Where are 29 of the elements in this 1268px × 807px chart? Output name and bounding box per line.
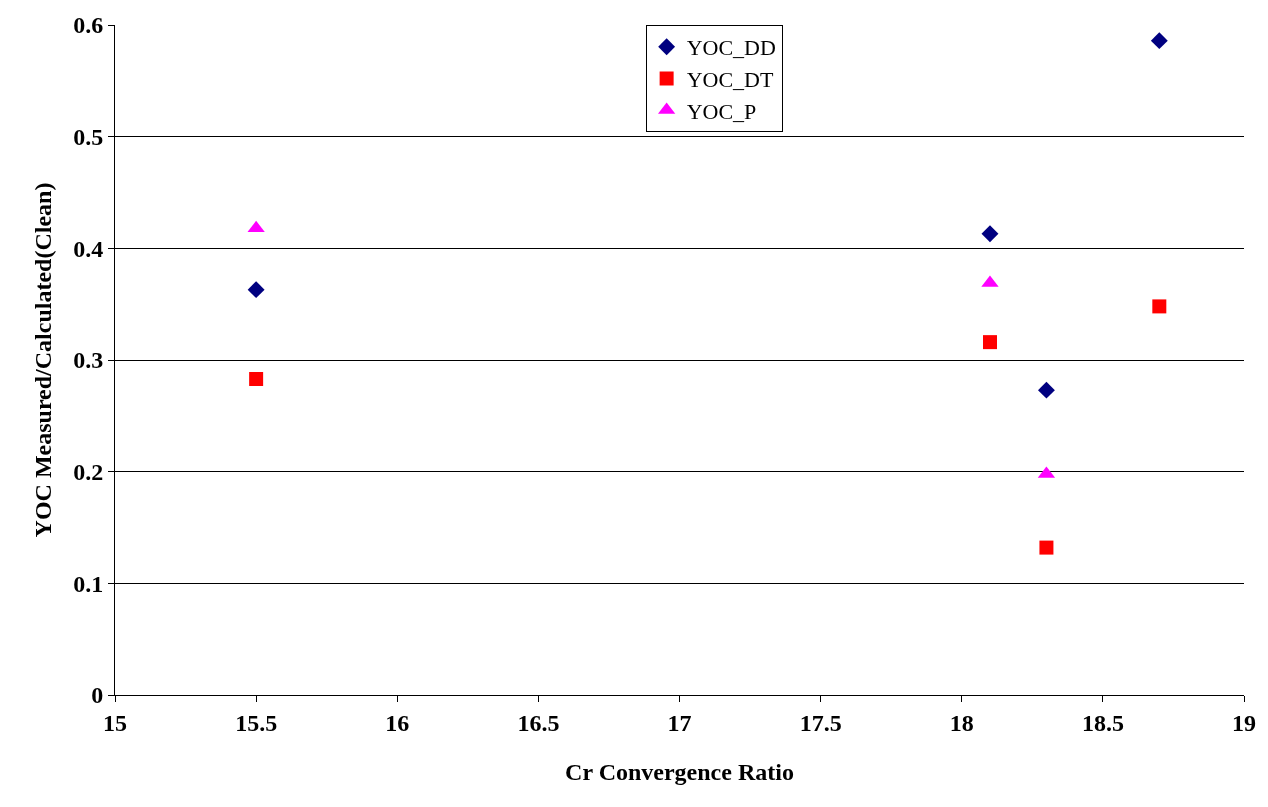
x-tick-label: 17.5	[799, 709, 842, 736]
x-tick-label: 16	[385, 709, 410, 736]
legend-label: YOC_DD	[686, 35, 776, 61]
y-tick-label: 0.6	[73, 12, 104, 39]
point	[1039, 540, 1054, 555]
point	[249, 371, 264, 386]
x-tick-label: 15.5	[235, 709, 278, 736]
y-tick-label: 0.2	[73, 459, 104, 486]
legend-label: YOC_P	[686, 98, 757, 124]
x-tick-label: 18	[949, 709, 974, 736]
x-tick-label: 17	[667, 709, 692, 736]
point	[981, 225, 999, 243]
point	[247, 281, 265, 299]
y-tick-label: 0.4	[73, 235, 104, 262]
point	[982, 335, 997, 350]
y-tick-label: 0	[91, 682, 104, 709]
point	[1152, 299, 1167, 314]
x-tick-label: 16.5	[517, 709, 560, 736]
point	[1037, 381, 1055, 399]
y-tick-label: 0.1	[73, 570, 104, 597]
x-tick-label: 18.5	[1081, 709, 1124, 736]
x-tick-label: 19	[1232, 709, 1256, 736]
legend-label: YOC_DT	[686, 66, 774, 92]
y-tick-label: 0.3	[73, 347, 104, 374]
x-tick-label: 15	[103, 709, 127, 736]
y-axis-title: YOC Measured/Calculated(Clean)	[30, 182, 57, 538]
x-axis-title: Cr Convergence Ratio	[565, 759, 794, 786]
point	[1150, 32, 1168, 50]
y-tick-label: 0.5	[73, 124, 104, 151]
